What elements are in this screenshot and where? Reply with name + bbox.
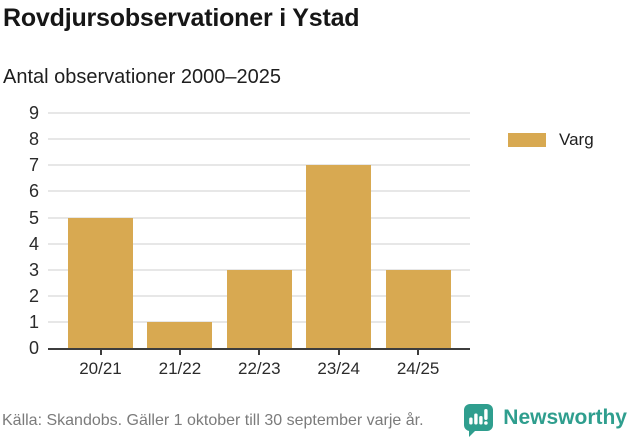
newsworthy-icon (464, 404, 494, 437)
y-tick-label-6: 6 (28, 181, 39, 202)
x-tick-label-24/25: 24/25 (396, 359, 440, 378)
bar-20/21 (68, 217, 133, 348)
y-tick-label-8: 8 (28, 129, 39, 150)
page-title: Rovdjursobservationer i Ystad (3, 4, 360, 32)
bar-22/23 (226, 269, 292, 348)
gridline-y6 (48, 190, 470, 193)
y-tick-label-2: 2 (28, 285, 39, 306)
x-tick-mark-21/22 (178, 350, 181, 355)
gridline-y8 (48, 138, 470, 141)
legend-swatch-varg (508, 133, 546, 147)
x-tick-mark-23/24 (337, 350, 340, 355)
gridline-y4 (48, 242, 470, 245)
x-tick-mark-22/23 (258, 350, 261, 355)
x-tick-label-21/22: 21/22 (158, 359, 202, 378)
y-tick-label-4: 4 (28, 233, 39, 254)
x-tick-label-22/23: 22/23 (238, 359, 281, 378)
bar-23/24 (306, 165, 372, 348)
y-tick-label-5: 5 (28, 207, 39, 228)
gridline-y9 (48, 112, 470, 115)
y-tick-label-9: 9 (28, 103, 39, 124)
y-tick-label-7: 7 (28, 155, 39, 176)
bar-21/22 (147, 321, 213, 348)
y-tick-label-1: 1 (28, 311, 39, 332)
y-tick-label-3: 3 (28, 259, 39, 280)
x-tick-label-20/21: 20/21 (79, 359, 122, 378)
page-subtitle: Antal observationer 2000–2025 (3, 66, 281, 88)
x-tick-mark-20/21 (99, 350, 102, 355)
x-tick-label-23/24: 23/24 (317, 359, 360, 378)
gridline-y7 (48, 164, 470, 167)
x-tick-mark-24/25 (417, 350, 420, 355)
brand-logo: Newsworthy (463, 403, 627, 437)
x-axis-line (48, 348, 470, 350)
legend: Varg (508, 130, 594, 150)
source-note: Källa: Skandobs. Gäller 1 oktober till 3… (2, 412, 424, 429)
gridline-y5 (48, 216, 470, 219)
y-tick-label-0: 0 (28, 338, 39, 358)
legend-label-varg: Varg (559, 130, 594, 149)
brand-name: Newsworthy (503, 406, 627, 429)
bar-24/25 (385, 269, 451, 348)
